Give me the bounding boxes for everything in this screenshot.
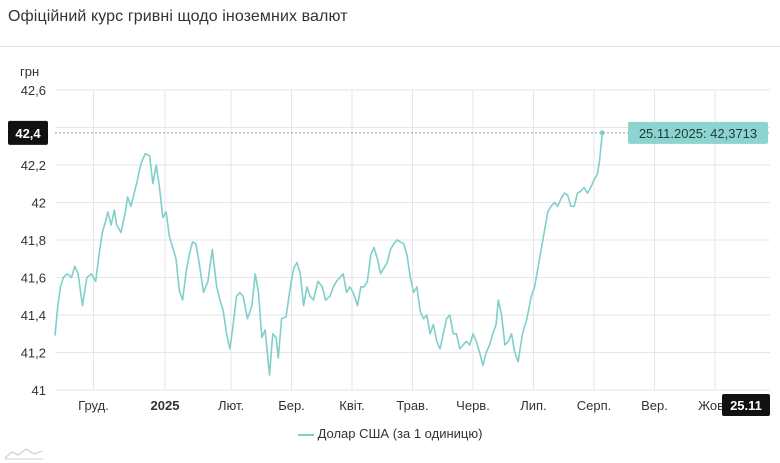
y-axis-label: грн — [20, 64, 39, 79]
y-value-marker-label: 42,4 — [15, 126, 41, 141]
y-tick-label: 41 — [32, 383, 46, 398]
y-value-marker — [8, 120, 48, 145]
y-tick-label: 41,8 — [21, 233, 46, 248]
x-tick-label: Вер. — [641, 398, 668, 413]
highlight-point — [599, 130, 605, 136]
x-tick-label: Серп. — [577, 398, 612, 413]
y-tick-label: 42,2 — [21, 158, 46, 173]
y-tick-label: 42,6 — [21, 83, 46, 98]
y-tick-label: 42 — [32, 196, 46, 211]
x-tick-label: Бер. — [278, 398, 305, 413]
page-title: Офіційний курс гривні щодо іноземних вал… — [8, 8, 348, 25]
legend-label: Долар США (за 1 одиницю) — [317, 426, 483, 441]
x-tick-label: Лип. — [520, 398, 546, 413]
x-tick-label: Квіт. — [339, 398, 365, 413]
chart-legend[interactable]: Долар США (за 1 одиницю) — [0, 426, 780, 441]
chart-axes: 4141,241,441,641,84242,242,442,6Груд.202… — [20, 64, 732, 413]
x-tick-label: Трав. — [396, 398, 428, 413]
tooltip-label: 25.11.2025: 42,3713 — [639, 126, 757, 141]
x-tick-label: Лют. — [218, 398, 244, 413]
x-tick-label: Черв. — [456, 398, 490, 413]
chart-overlay: 42,4 25.11.2025: 42,3713 25.11 — [8, 120, 770, 416]
chart-series — [54, 133, 604, 376]
title-divider — [0, 46, 780, 47]
exchange-rate-chart: 41 41,2 41,4 41,6 41,8 42 42,2 42,4 42,6 Груд. 202… — [8, 64, 770, 416]
legend-swatch — [297, 433, 314, 436]
x-tick-label: Груд. — [78, 398, 109, 413]
y-tick-label: 41,4 — [21, 308, 46, 323]
tooltip-box — [628, 121, 768, 144]
x-tick-label: 2025 — [151, 398, 180, 413]
x-value-marker — [722, 394, 770, 416]
chart-line-icon — [4, 448, 43, 460]
x-value-marker-label: 25.11 — [730, 398, 762, 413]
y-tick-label: 41,6 — [21, 271, 46, 286]
y-tick-label: 41,2 — [21, 346, 46, 361]
series-line-usd[interactable] — [54, 133, 604, 376]
